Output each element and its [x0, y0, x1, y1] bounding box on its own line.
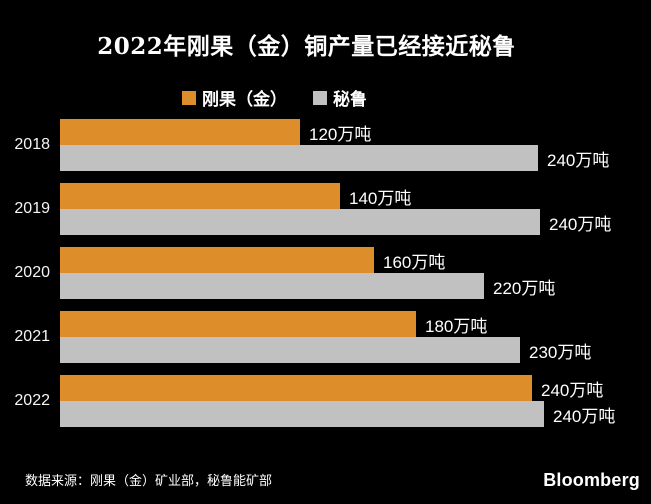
bar-value-label: 120万吨 — [309, 124, 372, 144]
bar-row-congo: 160万吨 — [60, 247, 651, 273]
legend-item-congo: 刚果（金） — [182, 85, 287, 110]
bar-value-label: 240万吨 — [549, 214, 612, 234]
bar-group-2018: 2018 120万吨 240万吨 — [0, 119, 651, 171]
bar-peru — [60, 337, 520, 363]
bar-value-label: 160万吨 — [383, 252, 446, 272]
year-label: 2021 — [14, 328, 50, 345]
congo-swatch-icon — [182, 90, 196, 105]
bar-peru — [60, 209, 540, 235]
bar-row-congo: 140万吨 — [60, 183, 651, 209]
bar-value-label: 240万吨 — [541, 380, 604, 400]
bar-row-congo: 120万吨 — [60, 119, 651, 145]
year-label: 2020 — [14, 264, 50, 281]
year-label: 2018 — [14, 136, 50, 153]
bar-congo — [60, 183, 340, 209]
peru-swatch-icon — [313, 90, 327, 105]
bar-congo — [60, 375, 532, 401]
bar-value-label: 240万吨 — [553, 406, 616, 426]
bar-row-peru: 240万吨 — [60, 401, 651, 427]
bar-group-2019: 2019 140万吨 240万吨 — [0, 183, 651, 235]
bar-peru — [60, 145, 538, 171]
chart: 2018 120万吨 240万吨 2019 140万吨 240万吨 2020 160万吨 220… — [0, 119, 651, 439]
bar-peru — [60, 401, 544, 427]
bar-congo — [60, 119, 300, 145]
bar-value-label: 230万吨 — [529, 342, 592, 362]
bar-congo — [60, 311, 416, 337]
legend-label-peru: 秘鲁 — [333, 90, 367, 109]
source-note: 数据来源：刚果（金）矿业部，秘鲁能矿部 — [25, 473, 273, 488]
bar-group-2020: 2020 160万吨 220万吨 — [0, 247, 651, 299]
bar-row-peru: 230万吨 — [60, 337, 651, 363]
chart-title: 2022年刚果（金）铜产量已经接近秘鲁 — [97, 33, 516, 60]
bar-row-congo: 240万吨 — [60, 375, 651, 401]
bar-peru — [60, 273, 484, 299]
bar-row-peru: 240万吨 — [60, 145, 651, 171]
bar-value-label: 240万吨 — [547, 150, 610, 170]
bar-group-2022: 2022 240万吨 240万吨 — [0, 375, 651, 427]
bar-value-label: 180万吨 — [425, 316, 488, 336]
bar-row-congo: 180万吨 — [60, 311, 651, 337]
legend-item-peru: 秘鲁 — [313, 85, 367, 110]
legend-label-congo: 刚果（金） — [202, 90, 287, 109]
bar-row-peru: 240万吨 — [60, 209, 651, 235]
bar-congo — [60, 247, 374, 273]
bar-value-label: 140万吨 — [349, 188, 412, 208]
bar-group-2021: 2021 180万吨 230万吨 — [0, 311, 651, 363]
year-label: 2022 — [14, 392, 50, 409]
bloomberg-logo: Bloomberg — [543, 470, 640, 490]
bar-value-label: 220万吨 — [493, 278, 556, 298]
year-label: 2019 — [14, 200, 50, 217]
legend: 刚果（金） 秘鲁 — [182, 85, 367, 110]
bar-row-peru: 220万吨 — [60, 273, 651, 299]
